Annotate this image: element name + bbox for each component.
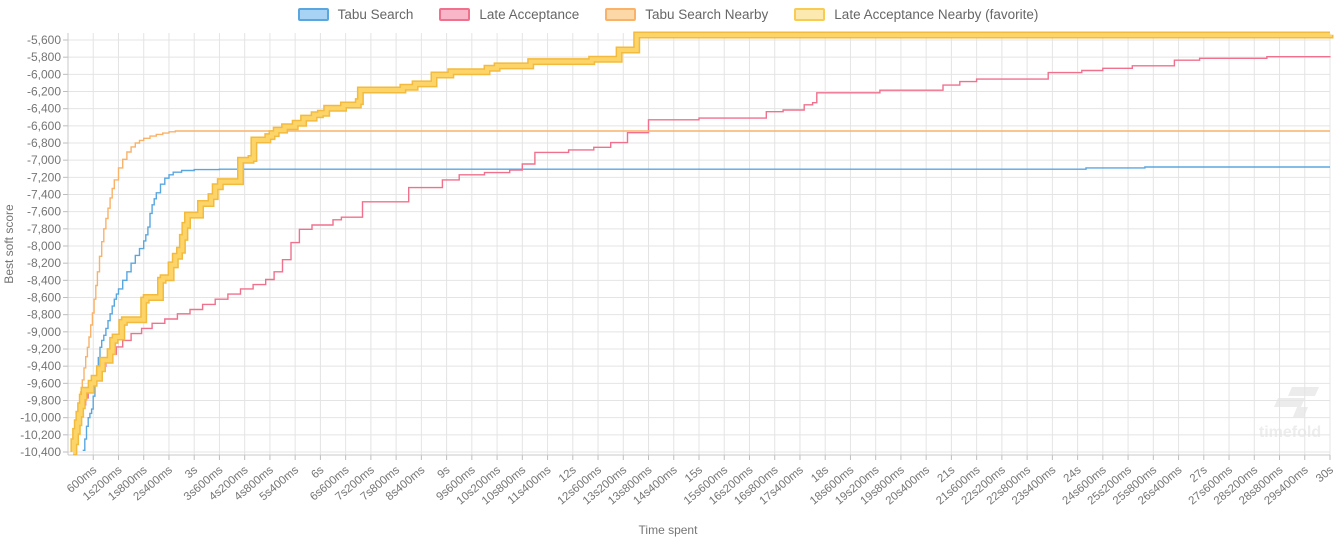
y-tick-label: -6,600: [27, 119, 61, 133]
y-tick-label: -6,200: [27, 85, 61, 99]
legend-label: Tabu Search Nearby: [645, 7, 769, 22]
y-tick-label: -9,000: [27, 325, 61, 339]
legend-item-late-acceptance[interactable]: Late Acceptance: [439, 7, 579, 22]
y-tick-label: -8,200: [27, 256, 61, 270]
y-tick-label: -10,000: [20, 411, 61, 425]
y-tick-label: -6,000: [27, 67, 61, 81]
series-line-tabu-search[interactable]: [82, 166, 1330, 451]
y-tick-label: -10,200: [20, 428, 61, 442]
y-tick-label: -8,000: [27, 239, 61, 253]
x-tick-label: 9s: [436, 464, 453, 481]
timefold-logo-bar: [1288, 387, 1319, 396]
legend-label: Late Acceptance: [479, 7, 580, 22]
y-tick-label: -9,800: [27, 394, 61, 408]
y-tick-label: -8,800: [27, 308, 61, 322]
series-line-late-acceptance[interactable]: [73, 56, 1331, 449]
legend-item-tabu-search[interactable]: Tabu Search: [297, 7, 414, 22]
legend-swatch-late-acceptance: [439, 8, 471, 21]
y-tick-label: -7,200: [27, 170, 61, 184]
y-tick-label: -7,400: [27, 188, 61, 202]
y-tick-label: -7,800: [27, 222, 61, 236]
timefold-logo-bar: [1274, 398, 1305, 407]
legend-item-tabu-search-nearby[interactable]: Tabu Search Nearby: [605, 7, 768, 22]
legend-label: Late Acceptance Nearby (favorite): [834, 7, 1039, 22]
x-tick-label: 3s: [183, 464, 200, 481]
y-tick-label: -6,800: [27, 136, 61, 150]
y-tick-label: -9,600: [27, 376, 61, 390]
y-tick-label: -9,400: [27, 359, 61, 373]
legend-swatch-late-acceptance-nearby: [794, 8, 826, 21]
chart-legend: Tabu Search Late Acceptance Tabu Search …: [0, 7, 1336, 22]
legend-item-late-acceptance-nearby[interactable]: Late Acceptance Nearby (favorite): [794, 7, 1038, 22]
y-tick-label: -6,400: [27, 102, 61, 116]
timefold-watermark-text: timefold: [1259, 424, 1321, 441]
y-tick-label: -5,600: [27, 33, 61, 47]
timefold-logo-bar: [1293, 407, 1308, 417]
x-axis-title: Time spent: [638, 523, 698, 537]
legend-swatch-tabu-search: [297, 8, 329, 21]
timefold-watermark: timefold: [1259, 387, 1321, 441]
series-line-late-acceptance-nearby-border[interactable]: [70, 31, 1334, 456]
series-line-tabu-search-nearby[interactable]: [73, 130, 1330, 453]
y-tick-label: -7,000: [27, 153, 61, 167]
legend-label: Tabu Search: [337, 7, 414, 22]
y-tick-label: -10,400: [20, 445, 61, 459]
y-tick-label: -8,600: [27, 291, 61, 305]
x-tick-label: 6s: [309, 464, 326, 481]
y-tick-label: -5,800: [27, 50, 61, 64]
legend-swatch-tabu-search-nearby: [605, 8, 637, 21]
x-tick-label: 30s: [1314, 464, 1336, 485]
y-tick-label: -9,200: [27, 342, 61, 356]
y-tick-label: -8,400: [27, 273, 61, 287]
y-tick-label: -7,600: [27, 205, 61, 219]
series-line-late-acceptance-nearby[interactable]: [71, 33, 1332, 454]
